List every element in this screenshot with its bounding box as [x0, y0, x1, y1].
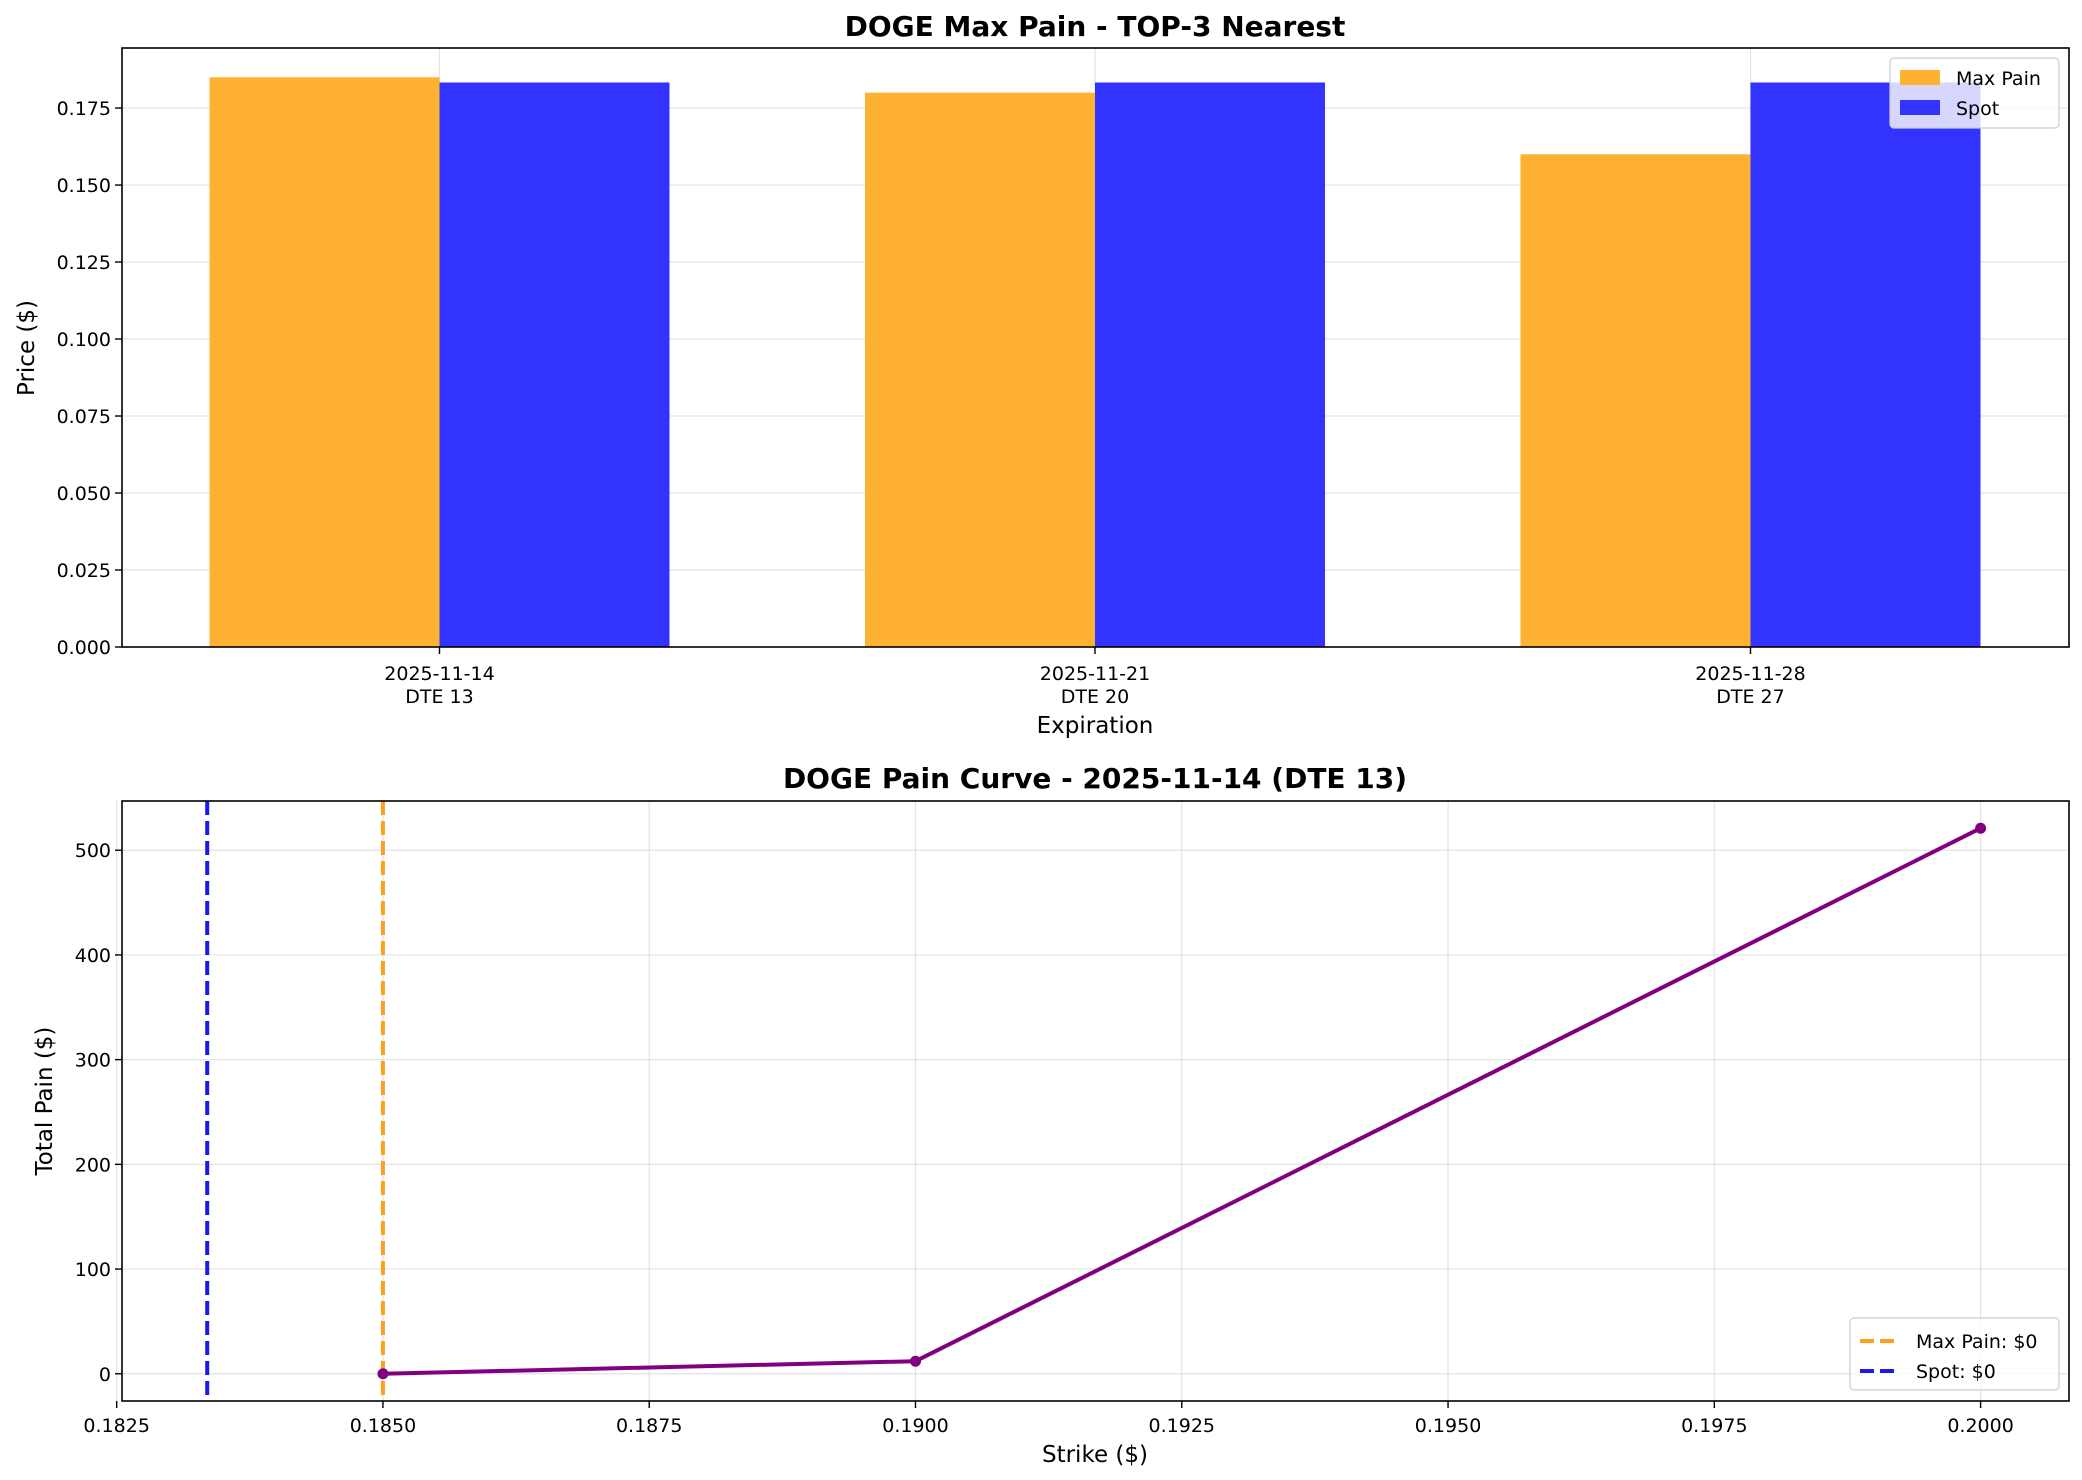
bar-max-pain: [1520, 154, 1751, 647]
pain-curve-point: [1975, 822, 1987, 834]
bar-chart-ytick-label: 0.100: [57, 329, 111, 351]
pain-curve-ytick-label: 100: [75, 1259, 111, 1281]
bar-chart-xtick-label: 2025-11-21 DTE 20: [1040, 663, 1150, 708]
pain-curve-xtick-label: 0.2000: [1947, 1415, 2013, 1437]
bar-chart-xtick-label: 2025-11-28 DTE 27: [1695, 663, 1805, 708]
pain-curve-series: [377, 822, 1987, 1380]
pain-curve-point: [377, 1368, 389, 1380]
pain-curve-ytick-label: 0: [99, 1364, 111, 1386]
bar-spot: [439, 82, 670, 647]
pain-curve-ytick-label: 200: [75, 1154, 111, 1176]
bar-chart-ytick-label: 0.000: [57, 637, 111, 659]
pain-curve-ylabel: Total Pain ($): [32, 1027, 58, 1177]
bar-chart-legend-label: Spot: [1956, 98, 1999, 120]
pain-curve-vlines: [205, 801, 385, 1401]
bar-spot: [1095, 82, 1325, 647]
bar-chart-bars: [209, 77, 1981, 648]
pain-curve-chart: DOGE Pain Curve - 2025-11-14 (DTE 13) 0 1…: [32, 762, 2070, 1468]
pain-curve-legend-label: Max Pain: $0: [1916, 1331, 2038, 1353]
pain-curve-point: [909, 1355, 921, 1367]
bar-chart-legend-swatch: [1900, 100, 1940, 115]
bar-chart-ytick-label: 0.075: [57, 406, 111, 428]
pain-curve-xtick-label: 0.1825: [83, 1415, 149, 1437]
bar-chart-ytick-label: 0.125: [57, 252, 111, 274]
pain-curve-xtick-label: 0.1875: [616, 1415, 682, 1437]
bar-chart-xtick-label-line: DTE 20: [1061, 686, 1129, 708]
pain-curve-legend: Max Pain: $0 Spot: $0: [1849, 1317, 2060, 1391]
pain-curve-ytick-label: 300: [75, 1050, 111, 1072]
bar-chart-xtick-label-line: DTE 13: [405, 686, 473, 708]
bar-chart-xlabel: Expiration: [1037, 713, 1154, 739]
pain-curve-ytick-label: 500: [75, 840, 111, 862]
bar-chart-xtick-label: 2025-11-14 DTE 13: [384, 663, 494, 708]
bar-chart-ytick-label: 0.150: [57, 175, 111, 197]
bar-chart-xtick-label-line: 2025-11-21: [1040, 663, 1150, 685]
pain-curve-frame: [121, 800, 2070, 1402]
pain-curve-ticks: 0 100 200 300 400 500 0.1825 0.1850 0.1875 0.1900…: [75, 840, 2014, 1437]
pain-curve-xlabel: Strike ($): [1042, 1442, 1148, 1468]
bar-chart-ticks: 0.000 0.025 0.050 0.075 0.100 0.125 0.150 0.175…: [57, 98, 1806, 708]
bar-chart-ylabel: Price ($): [14, 300, 40, 396]
bar-max-pain: [865, 92, 1095, 648]
pain-curve-xtick-label: 0.1925: [1149, 1415, 1215, 1437]
pain-curve-title: DOGE Pain Curve - 2025-11-14 (DTE 13): [783, 762, 1407, 795]
bar-chart-legend-label: Max Pain: [1956, 68, 2041, 90]
pain-curve-legend-box: [1849, 1317, 2060, 1391]
bar-chart-xtick-label-line: 2025-11-14: [384, 663, 494, 685]
bar-chart-xtick-label-line: DTE 27: [1716, 686, 1784, 708]
bar-chart-ytick-label: 0.025: [57, 560, 111, 582]
pain-curve-xtick-label: 0.1900: [882, 1415, 948, 1437]
bar-chart-title: DOGE Max Pain - TOP-3 Nearest: [845, 10, 1346, 43]
pain-curve-xtick-label: 0.1850: [350, 1415, 416, 1437]
bar-max-pain: [209, 77, 440, 647]
pain-curve-legend-label: Spot: $0: [1916, 1361, 1996, 1383]
pain-curve-xtick-label: 0.1975: [1681, 1415, 1747, 1437]
bar-spot: [1750, 82, 1981, 647]
pain-curve-grid: [116, 801, 2069, 1401]
bar-chart-ytick-label: 0.175: [57, 98, 111, 120]
pain-curve-ytick-label: 400: [75, 945, 111, 967]
max-pain-bar-chart: DOGE Max Pain - TOP-3 Nearest 0.000 0.025…: [14, 10, 2070, 739]
bar-chart-legend-swatch: [1900, 70, 1940, 85]
bar-chart-legend: Max Pain Spot: [1889, 57, 2060, 129]
pain-curve-xtick-label: 0.1950: [1415, 1415, 1481, 1437]
bar-chart-xtick-label-line: 2025-11-28: [1695, 663, 1805, 685]
bar-chart-ytick-label: 0.050: [57, 483, 111, 505]
